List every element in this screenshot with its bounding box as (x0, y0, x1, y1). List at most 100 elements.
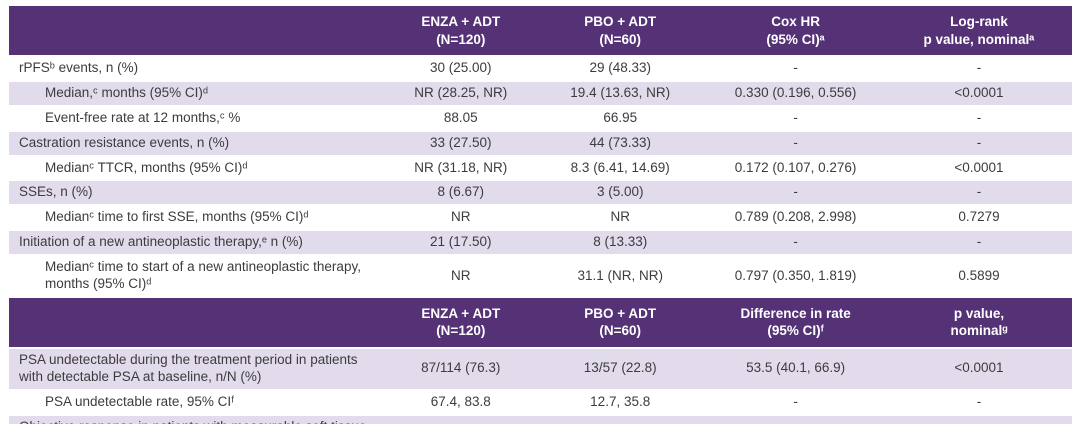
cell-value: 53.5 (40.1, 66.9) (705, 346, 886, 391)
cell-value: - (705, 129, 886, 157)
cell-value: 3 (5.00) (535, 179, 706, 207)
cell-value: NR (31.18, NR) (386, 154, 536, 182)
cell-value: - (705, 388, 886, 416)
cell-value: 8 (6.67) (386, 179, 536, 207)
results-table: ENZA + ADT (N=120) PBO + ADT (N=60) Cox HR (9… (9, 6, 1072, 424)
results-table-body: ENZA + ADT (N=120) PBO + ADT (N=60) Cox HR (9… (9, 6, 1072, 424)
cell-value: - (705, 104, 886, 132)
cell-value: 36/47 (76.6) (386, 413, 536, 424)
cell-value: <0.0001 (885, 154, 1072, 182)
cell-value: -5.2 (-25.4, 14.9) (705, 413, 886, 424)
cell-value: 18/22 (81.8) (535, 413, 706, 424)
column-header-line: Log-rank (950, 14, 1008, 29)
table-row: Medianᶜ time to first SSE, months (95% C… (9, 204, 1072, 232)
cell-value: 67.4, 83.8 (386, 388, 536, 416)
cell-value: 0.5899 (885, 254, 1072, 298)
table-row: Median,ᶜ months (95% CI)ᵈ NR (28.25, NR) 1… (9, 79, 1072, 107)
row-label: Event-free rate at 12 months,ᶜ % (9, 104, 387, 132)
cell-value: NR (535, 204, 706, 232)
table-row: Medianᶜ TTCR, months (95% CI)ᵈ NR (31.18,… (9, 154, 1072, 182)
column-header-line: (N=60) (599, 323, 642, 339)
header-cell-empty (9, 296, 387, 348)
column-header-line: (N=120) (436, 31, 486, 47)
table-row: Medianᶜ time to start of a new antineopl… (9, 254, 1072, 298)
column-header-line: p value, (953, 305, 1005, 321)
table-row: PSA undetectable during the treatment pe… (9, 346, 1072, 391)
table-row: Castration resistance events, n (%) 33 (2… (9, 129, 1072, 157)
column-header-line: (N=60) (599, 31, 642, 47)
cell-value: - (885, 55, 1072, 82)
row-label: Initiation of a new antineoplastic thera… (9, 229, 387, 257)
table-row: SSEs, n (%) 8 (6.67) 3 (5.00) - - (9, 179, 1072, 207)
table-row: Event-free rate at 12 months,ᶜ % 88.05 66.… (9, 104, 1072, 132)
cell-value: 0.7279 (885, 204, 1072, 232)
cell-value: 88.05 (386, 104, 536, 132)
column-header: Difference in rate (95% CI)ᶠ (705, 296, 886, 348)
cell-value: - (885, 129, 1072, 157)
cell-value: - (885, 388, 1072, 416)
results-table-container: ENZA + ADT (N=120) PBO + ADT (N=60) Cox HR (9… (9, 6, 1072, 424)
column-header-line: Difference in rate (740, 305, 851, 321)
column-header-line: ENZA + ADT (421, 14, 501, 29)
column-header: ENZA + ADT (N=120) (386, 296, 536, 348)
cell-value: 29 (48.33) (535, 55, 706, 82)
column-header: ENZA + ADT (N=120) (386, 6, 536, 57)
column-header-line: nominalᵍ (950, 323, 1008, 339)
row-label: PSA undetectable rate, 95% CIᶠ (9, 388, 387, 416)
column-header-line: (95% CI)ᵃ (766, 31, 825, 47)
cell-value: 31.1 (NR, NR) (535, 254, 706, 298)
column-header: Cox HR (95% CI)ᵃ (705, 6, 886, 57)
row-label: rPFSᵇ events, n (%) (9, 55, 387, 82)
cell-value: 12.7, 35.8 (535, 388, 706, 416)
column-header: PBO + ADT (N=60) (535, 296, 706, 348)
row-label: Castration resistance events, n (%) (9, 129, 387, 157)
column-header: Log-rank p value, nominalᵃ (885, 6, 1072, 57)
row-label: SSEs, n (%) (9, 179, 387, 207)
cell-value: 30 (25.00) (386, 55, 536, 82)
cell-value: NR (28.25, NR) (386, 79, 536, 107)
column-header-line: (N=120) (436, 323, 486, 339)
table-row: PSA undetectable rate, 95% CIᶠ 67.4, 83.8… (9, 388, 1072, 416)
row-label: Medianᶜ TTCR, months (95% CI)ᵈ (9, 154, 387, 182)
cell-value: <0.0001 (885, 79, 1072, 107)
cell-value: 8.3 (6.41, 14.69) (535, 154, 706, 182)
header-row: ENZA + ADT (N=120) PBO + ADT (N=60) Cox HR (9… (9, 6, 1072, 57)
cell-value: 19.4 (13.63, NR) (535, 79, 706, 107)
row-label: Objective response in patients with meas… (9, 413, 387, 424)
cell-value: NR (386, 254, 536, 298)
cell-value: 33 (27.50) (386, 129, 536, 157)
row-label: PSA undetectable during the treatment pe… (9, 346, 387, 391)
cell-value: 44 (73.33) (535, 129, 706, 157)
column-header: PBO + ADT (N=60) (535, 6, 706, 57)
column-header-line: ENZA + ADT (421, 305, 501, 321)
cell-value: - (885, 104, 1072, 132)
table-row: Objective response in patients with meas… (9, 413, 1072, 424)
row-label: Median,ᶜ months (95% CI)ᵈ (9, 79, 387, 107)
column-header-line: PBO + ADT (584, 305, 657, 321)
cell-value: 13/57 (22.8) (535, 346, 706, 391)
cell-value: 0.172 (0.107, 0.276) (705, 154, 886, 182)
table-row: Initiation of a new antineoplastic thera… (9, 229, 1072, 257)
cell-value: - (885, 229, 1072, 257)
column-header-line: p value, nominalᵃ (923, 31, 1035, 47)
column-header-line: (95% CI)ᶠ (767, 323, 824, 339)
cell-value: 21 (17.50) (386, 229, 536, 257)
cell-value: - (705, 229, 886, 257)
table-row: rPFSᵇ events, n (%) 30 (25.00) 29 (48.33) -… (9, 55, 1072, 82)
cell-value: - (705, 55, 886, 82)
cell-value: - (705, 179, 886, 207)
cell-value: <0.0001 (885, 346, 1072, 391)
row-label: Medianᶜ time to start of a new antineopl… (9, 254, 387, 298)
cell-value: 0.797 (0.350, 1.819) (705, 254, 886, 298)
cell-value: NR (386, 204, 536, 232)
cell-value: 87/114 (76.3) (386, 346, 536, 391)
column-header-line: Cox HR (771, 14, 820, 29)
cell-value: 8 (13.33) (535, 229, 706, 257)
cell-value: 0.8312 (885, 413, 1072, 424)
column-header: p value, nominalᵍ (885, 296, 1072, 348)
header-row: ENZA + ADT (N=120) PBO + ADT (N=60) Differen… (9, 296, 1072, 348)
cell-value: 0.789 (0.208, 2.998) (705, 204, 886, 232)
row-label: Medianᶜ time to first SSE, months (95% C… (9, 204, 387, 232)
cell-value: 66.95 (535, 104, 706, 132)
